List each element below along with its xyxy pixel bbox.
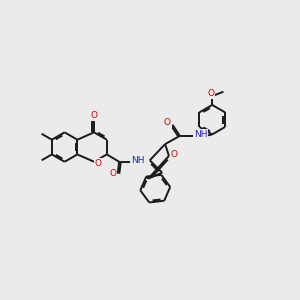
- Text: O: O: [170, 150, 177, 159]
- Text: O: O: [91, 111, 98, 120]
- Text: NH: NH: [194, 130, 207, 139]
- Text: NH: NH: [131, 156, 144, 165]
- Text: O: O: [109, 169, 116, 178]
- Text: O: O: [207, 89, 214, 98]
- Text: O: O: [164, 118, 171, 127]
- Text: O: O: [95, 159, 102, 168]
